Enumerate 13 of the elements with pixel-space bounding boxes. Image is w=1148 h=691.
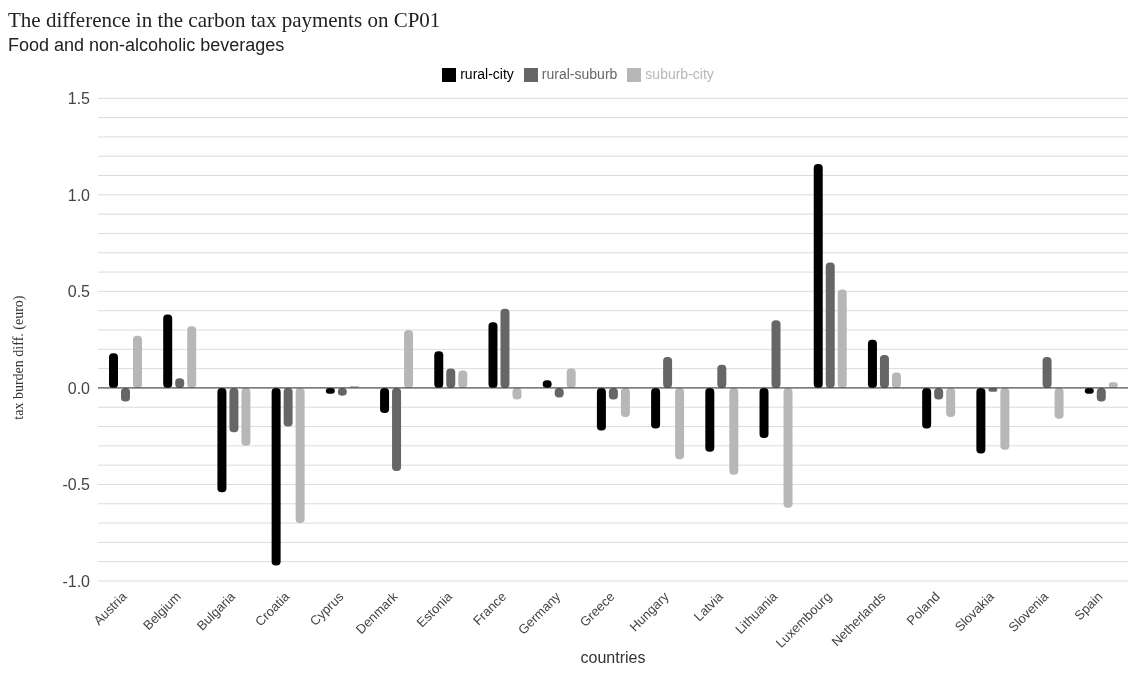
y-tick-label: -1.0 bbox=[62, 572, 91, 590]
legend-label: rural-city bbox=[460, 66, 514, 82]
chart-title: The difference in the carbon tax payments on CP01 bbox=[8, 8, 442, 33]
chart-subtitle: Food and non-alcoholic beverages bbox=[8, 35, 286, 56]
y-tick-label: 1.5 bbox=[67, 89, 91, 107]
y-tick-label: 0.0 bbox=[67, 379, 91, 397]
legend-label: suburb-city bbox=[645, 66, 714, 82]
y-tick-label: -0.5 bbox=[62, 476, 91, 494]
legend-label: rural-suburb bbox=[541, 66, 618, 82]
y-tick-label: 0.5 bbox=[67, 283, 91, 301]
y-axis-title: tax burden diff. (euro) bbox=[10, 295, 27, 420]
x-axis-title: countries bbox=[580, 649, 646, 666]
y-tick-label: 1.0 bbox=[67, 186, 91, 204]
